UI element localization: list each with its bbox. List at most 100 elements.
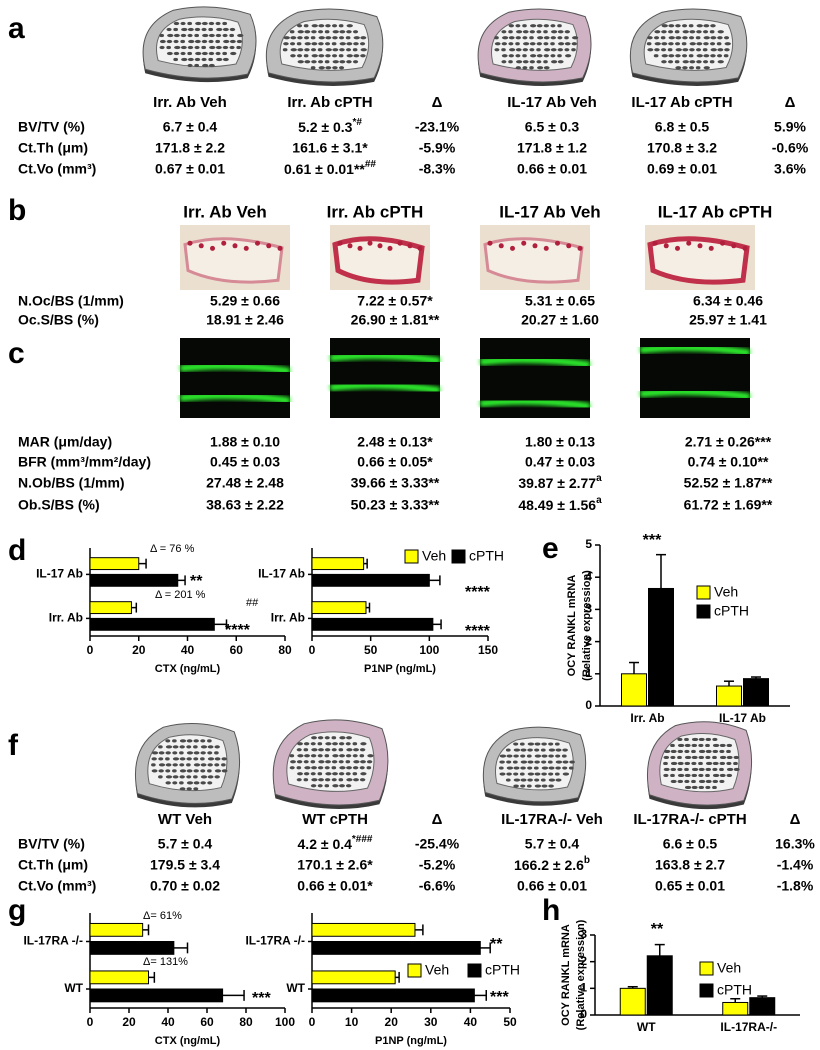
trabecula-hole bbox=[670, 773, 675, 778]
histology-stain bbox=[697, 243, 703, 249]
trabecula-hole bbox=[522, 54, 527, 58]
x-tick-label: 80 bbox=[239, 1015, 253, 1029]
trabecula-hole bbox=[543, 60, 548, 64]
bone-image bbox=[477, 8, 592, 86]
trabecula-hole bbox=[207, 775, 214, 779]
trabecula-hole bbox=[571, 42, 577, 46]
bar bbox=[89, 941, 175, 955]
trabecula-hole bbox=[675, 24, 681, 28]
trabecula-hole bbox=[564, 48, 570, 52]
table-cell: 171.8 ± 1.2 bbox=[517, 140, 587, 156]
column-header: IL-17RA-/- cPTH bbox=[633, 811, 746, 828]
trabecula-hole bbox=[681, 42, 687, 46]
trabecula-hole bbox=[668, 36, 675, 40]
column-header: Irr. Ab cPTH bbox=[287, 94, 372, 111]
panel-letter: b bbox=[8, 194, 26, 227]
trabecula-hole bbox=[682, 36, 688, 40]
trabecula-hole bbox=[688, 36, 695, 40]
trabecula-hole bbox=[325, 66, 332, 70]
trabecula-hole bbox=[179, 757, 186, 761]
table-cell: 6.34 ± 0.46 bbox=[693, 293, 763, 309]
histology-stain bbox=[731, 243, 737, 249]
x-tick-label: 0 bbox=[309, 1015, 316, 1029]
table-cell: 179.5 ± 3.4 bbox=[150, 857, 220, 873]
trabecula-hole bbox=[346, 60, 352, 64]
trabecula-hole bbox=[345, 760, 351, 764]
trabecula-hole bbox=[647, 48, 654, 52]
trabecula-hole bbox=[324, 754, 330, 758]
trabecula-hole bbox=[726, 743, 733, 748]
trabecula-hole bbox=[544, 48, 551, 52]
trabecula-hole bbox=[541, 754, 548, 758]
trabecula-hole bbox=[317, 754, 323, 758]
trabecula-hole bbox=[534, 754, 542, 758]
trabecula-hole bbox=[282, 48, 288, 52]
trabecula-hole bbox=[317, 60, 324, 64]
bar bbox=[311, 970, 396, 985]
trabecula-hole bbox=[667, 60, 674, 64]
trabecula-hole bbox=[311, 54, 318, 58]
trabecula-hole bbox=[710, 54, 716, 58]
column-header: Δ bbox=[790, 811, 801, 828]
trabecula-hole bbox=[670, 755, 676, 760]
trabecula-hole bbox=[297, 60, 304, 64]
trabecula-hole bbox=[172, 751, 178, 755]
trabecula-hole bbox=[317, 766, 324, 770]
trabecula-hole bbox=[654, 42, 661, 46]
trabecula-hole bbox=[529, 36, 534, 40]
trabecula-hole bbox=[331, 778, 337, 782]
trabecula-hole bbox=[339, 30, 346, 34]
trabecula-hole bbox=[540, 748, 546, 752]
histology-image bbox=[330, 225, 430, 290]
trabecula-hole bbox=[684, 755, 692, 760]
category-label: IL-17RA -/- bbox=[23, 934, 83, 948]
trabecula-hole bbox=[216, 57, 223, 62]
trabecula-hole bbox=[194, 63, 200, 68]
annotation: ## bbox=[246, 597, 259, 609]
trabecula-hole bbox=[311, 748, 318, 752]
trabecula-hole bbox=[214, 775, 220, 779]
trabecula-hole bbox=[324, 778, 331, 782]
trabecula-hole bbox=[304, 48, 310, 52]
trabecula-hole bbox=[297, 772, 303, 776]
trabecula-hole bbox=[352, 766, 359, 770]
trabecula-hole bbox=[360, 742, 367, 746]
trabecula-hole bbox=[188, 39, 195, 44]
trabecula-hole bbox=[551, 30, 558, 34]
error-bar bbox=[131, 602, 138, 613]
fluorescence-image bbox=[179, 338, 291, 418]
annotation: *** bbox=[490, 989, 509, 1006]
trabecula-hole bbox=[515, 42, 520, 46]
table-cell: 5.7 ± 0.4 bbox=[525, 836, 580, 852]
trabecula-hole bbox=[214, 757, 221, 761]
trabecula-hole bbox=[572, 36, 579, 40]
trabecula-hole bbox=[360, 772, 367, 776]
trabecula-hole bbox=[360, 48, 367, 52]
trabecula-hole bbox=[548, 748, 556, 752]
column-header: IL-17 Ab Veh bbox=[507, 94, 596, 111]
trabecula-hole bbox=[331, 736, 337, 740]
trabecula-hole bbox=[208, 57, 214, 62]
trabecula-hole bbox=[193, 787, 199, 791]
trabecula-hole bbox=[304, 60, 311, 64]
trabecula-hole bbox=[331, 54, 338, 58]
trabecula-hole bbox=[289, 30, 295, 34]
trabecula-hole bbox=[159, 39, 166, 44]
trabecula-hole bbox=[536, 24, 543, 28]
annotation: Δ= 131% bbox=[143, 956, 188, 968]
histology-stain bbox=[742, 245, 748, 251]
table-cell: 5.7 ± 0.4 bbox=[158, 836, 213, 852]
histology-stain bbox=[357, 245, 363, 251]
trabecula-hole bbox=[346, 736, 352, 740]
trabecula-hole bbox=[501, 30, 507, 34]
trabecula-hole bbox=[310, 760, 316, 764]
bar bbox=[749, 997, 776, 1016]
trabecula-hole bbox=[296, 748, 302, 752]
trabecula-hole bbox=[705, 761, 713, 766]
x-tick-label: 0 bbox=[309, 643, 316, 657]
trabecula-hole bbox=[541, 784, 548, 788]
trabecula-hole bbox=[677, 761, 684, 766]
y-tick-label: 0 bbox=[585, 698, 592, 712]
trabecula-hole bbox=[719, 779, 725, 784]
trabecula-hole bbox=[159, 33, 165, 38]
